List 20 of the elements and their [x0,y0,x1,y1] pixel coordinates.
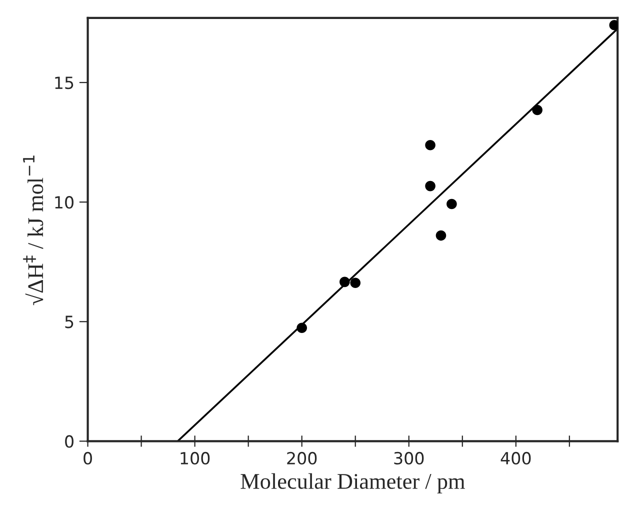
point [436,230,446,241]
x-tick-label: 400 [500,452,531,464]
y-tick-label: 5 [65,316,74,328]
point [532,104,542,116]
x-axis-title: Molecular Diameter / pm [240,473,465,494]
point [609,20,618,30]
x-tick-label: 200 [287,452,317,464]
x-tick-label: 0 [84,452,92,464]
y-tick-label: 0 [65,435,74,448]
x-tick-label: 300 [394,452,424,464]
point [340,276,350,288]
x-tick-label: 100 [180,452,210,464]
y-axis-title: √ΔH$^{‡}$ / kJ mol$^{−1}$ [23,156,44,306]
point [446,198,457,210]
point [296,322,307,333]
point [425,180,436,192]
point [350,278,361,288]
y-tick-label: 15 [55,76,74,90]
y-tick-label: 10 [55,196,74,209]
point [425,140,436,150]
